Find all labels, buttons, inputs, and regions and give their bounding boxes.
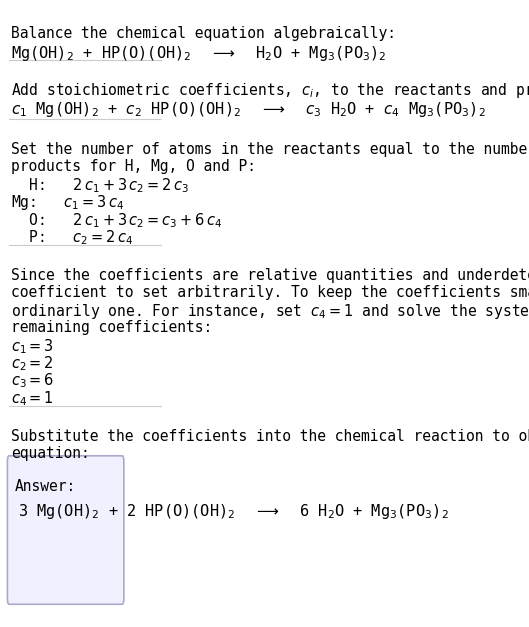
Text: equation:: equation: [11, 446, 89, 461]
Text: Answer:: Answer: [15, 479, 76, 494]
Text: Set the number of atoms in the reactants equal to the number of atoms in the: Set the number of atoms in the reactants… [11, 142, 529, 157]
Text: Since the coefficients are relative quantities and underdetermined, choose a: Since the coefficients are relative quan… [11, 268, 529, 283]
Text: Substitute the coefficients into the chemical reaction to obtain the balanced: Substitute the coefficients into the che… [11, 429, 529, 443]
Text: $c_4 = 1$: $c_4 = 1$ [11, 389, 53, 408]
Text: 3 Mg(OH)$_2$ + 2 HP(O)(OH)$_2$  $\longrightarrow$  6 H$_2$O + Mg$_3$(PO$_3$)$_2$: 3 Mg(OH)$_2$ + 2 HP(O)(OH)$_2$ $\longrig… [18, 502, 449, 521]
Text: $c_1$ Mg(OH)$_2$ + $c_2$ HP(O)(OH)$_2$  $\longrightarrow$  $c_3$ H$_2$O + $c_4$ : $c_1$ Mg(OH)$_2$ + $c_2$ HP(O)(OH)$_2$ $… [11, 100, 486, 119]
Text: coefficient to set arbitrarily. To keep the coefficients small, the arbitrary va: coefficient to set arbitrarily. To keep … [11, 285, 529, 300]
Text: ordinarily one. For instance, set $c_4 = 1$ and solve the system of equations fo: ordinarily one. For instance, set $c_4 =… [11, 302, 529, 322]
Text: Add stoichiometric coefficients, $c_i$, to the reactants and products:: Add stoichiometric coefficients, $c_i$, … [11, 81, 529, 100]
Text: $c_3 = 6$: $c_3 = 6$ [11, 372, 54, 391]
FancyBboxPatch shape [7, 456, 124, 604]
Text: $c_2 = 2$: $c_2 = 2$ [11, 354, 53, 373]
Text: H:   $2\,c_1 + 3\,c_2 = 2\,c_3$: H: $2\,c_1 + 3\,c_2 = 2\,c_3$ [11, 176, 189, 195]
Text: $c_1 = 3$: $c_1 = 3$ [11, 337, 53, 356]
Text: O:   $2\,c_1 + 3\,c_2 = c_3 + 6\,c_4$: O: $2\,c_1 + 3\,c_2 = c_3 + 6\,c_4$ [11, 211, 222, 229]
Text: Mg:   $c_1 = 3\,c_4$: Mg: $c_1 = 3\,c_4$ [11, 194, 124, 213]
Text: Mg(OH)$_2$ + HP(O)(OH)$_2$  $\longrightarrow$  H$_2$O + Mg$_3$(PO$_3$)$_2$: Mg(OH)$_2$ + HP(O)(OH)$_2$ $\longrightar… [11, 45, 386, 63]
Text: products for H, Mg, O and P:: products for H, Mg, O and P: [11, 159, 256, 174]
Text: remaining coefficients:: remaining coefficients: [11, 320, 212, 335]
Text: Balance the chemical equation algebraically:: Balance the chemical equation algebraica… [11, 26, 396, 41]
Text: P:   $c_2 = 2\,c_4$: P: $c_2 = 2\,c_4$ [11, 228, 133, 247]
